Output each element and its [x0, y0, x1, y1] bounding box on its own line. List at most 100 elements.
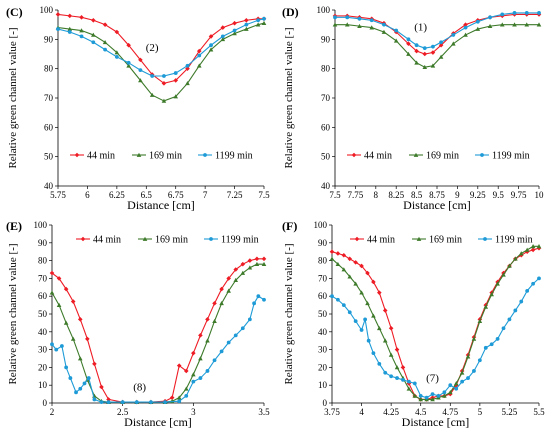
data-point: [495, 337, 500, 341]
data-point: [406, 41, 411, 47]
data-point: [126, 63, 131, 68]
series-1199-min: [330, 276, 541, 400]
data-point: [183, 368, 189, 374]
data-point: [353, 260, 358, 265]
series-169-min: [332, 22, 542, 70]
data-point: [233, 333, 238, 338]
y-tick-label: 10: [318, 380, 328, 390]
data-point: [91, 32, 96, 37]
data-point: [524, 11, 529, 15]
data-point: [393, 38, 399, 43]
data-point: [63, 320, 69, 325]
x-tick-label: 2.5: [117, 407, 129, 417]
data-point: [68, 376, 73, 380]
data-point: [208, 34, 214, 39]
x-tick-label: 8.75: [429, 190, 445, 200]
data-point: [347, 256, 353, 262]
data-point: [394, 28, 399, 33]
panel-label: (C): [6, 5, 23, 19]
legend-label: 1199 min: [495, 235, 533, 246]
y-tick-label: 90: [44, 34, 54, 44]
y-tick-label: 0: [43, 398, 48, 408]
data-point: [336, 297, 340, 302]
legend-marker: [483, 237, 487, 241]
legend-label: 169 min: [155, 235, 188, 246]
data-point: [176, 395, 182, 400]
data-point: [54, 347, 59, 352]
data-point: [205, 369, 210, 373]
data-point: [489, 292, 494, 297]
data-point: [173, 94, 179, 99]
data-point: [366, 338, 371, 343]
legend-marker: [209, 237, 213, 241]
data-point: [466, 376, 470, 380]
data-point: [173, 71, 178, 75]
data-point: [114, 55, 119, 59]
x-tick-label: 6: [85, 190, 90, 200]
legend-label: 1199 min: [492, 151, 530, 162]
legend-label: 169 min: [149, 151, 182, 162]
data-point: [256, 294, 261, 299]
chart-panel-1: (C) 40 50 60 70 80 90 100 5.75 6 6.25 6.5 6.75 7 7.25 7…: [6, 5, 270, 212]
data-point: [56, 27, 60, 31]
data-point: [537, 276, 541, 281]
x-tick-label: 7.25: [227, 190, 243, 200]
data-point: [247, 258, 253, 263]
data-point: [500, 12, 505, 17]
legend-marker: [354, 236, 360, 242]
data-point: [261, 20, 267, 26]
data-point: [67, 30, 72, 34]
x-tick-label: 9.5: [493, 190, 505, 200]
data-point: [183, 386, 189, 391]
data-point: [518, 251, 524, 256]
panel-label: (F): [282, 219, 297, 233]
series-line: [57, 18, 265, 77]
series-line: [51, 258, 264, 403]
y-axis-label: Relative green channel value [-]: [283, 27, 295, 168]
x-tick-label: 9.25: [470, 190, 486, 200]
data-point: [442, 393, 447, 398]
data-point: [329, 256, 335, 261]
data-point: [212, 318, 217, 323]
series-1199-min: [333, 11, 541, 51]
data-point: [262, 297, 266, 302]
data-point: [465, 354, 471, 359]
y-tick-label: 50: [321, 152, 331, 162]
data-point: [487, 23, 493, 28]
data-point: [377, 290, 382, 295]
x-tick-label: 9: [455, 190, 460, 200]
data-point: [149, 92, 155, 97]
data-point: [495, 281, 500, 286]
data-point: [86, 376, 91, 380]
data-point: [401, 377, 405, 382]
data-point: [212, 301, 217, 306]
y-tick-label: 70: [44, 93, 54, 103]
data-point: [524, 22, 530, 27]
x-tick-label: 3.5: [258, 407, 270, 417]
series-line: [51, 263, 264, 403]
data-point: [219, 301, 224, 306]
data-point: [507, 317, 512, 322]
annotation-label: (1): [414, 22, 427, 34]
data-point: [377, 325, 382, 331]
legend-label: 44 min: [87, 151, 115, 162]
data-point: [377, 361, 382, 366]
data-point: [537, 11, 541, 15]
data-point: [530, 247, 536, 253]
data-point: [177, 399, 182, 404]
data-point: [161, 98, 167, 103]
x-tick-label: 7: [203, 190, 208, 200]
x-tick-label: 8: [374, 190, 379, 200]
data-point: [400, 365, 406, 370]
legend-marker: [351, 152, 357, 158]
legend-label: 44 min: [364, 151, 392, 162]
legend: 44 min 169 min 1199 min: [76, 235, 259, 246]
data-point: [430, 397, 435, 402]
data-point: [126, 42, 131, 48]
data-point: [430, 50, 436, 55]
data-point: [371, 279, 376, 285]
legend-marker: [480, 153, 484, 157]
legend-label: 169 min: [429, 235, 462, 246]
data-point: [344, 22, 350, 27]
